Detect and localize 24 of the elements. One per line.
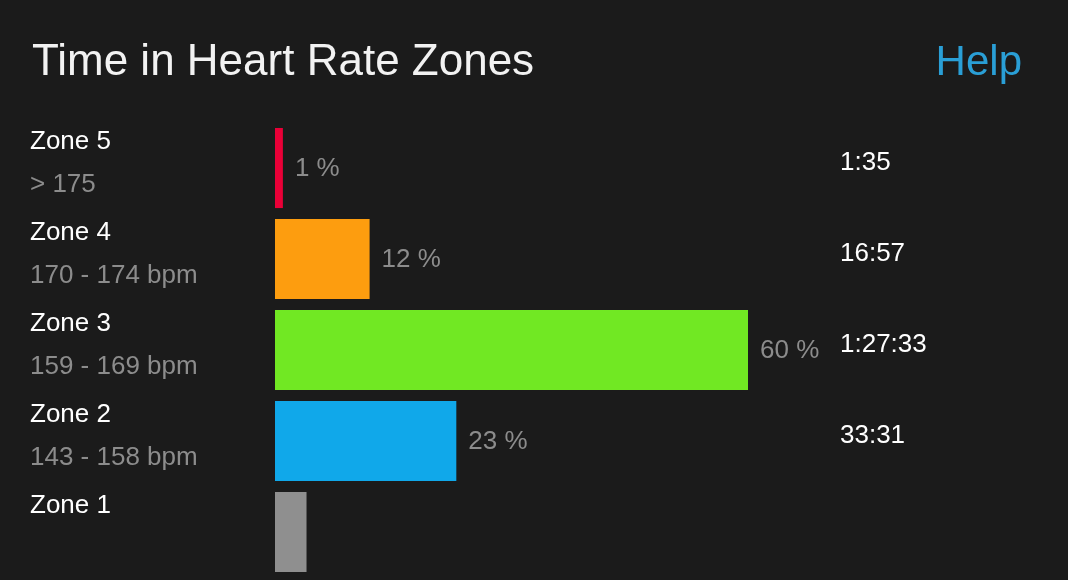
y-tick-label: Zone 4 [30,216,111,247]
y-tick-label: Zone 1 [30,488,111,519]
text: 159 - 169 bpm [30,350,198,380]
text: 33:31 [840,418,906,449]
text: 1:35 [840,146,891,177]
text: 143 - 158 bpm [30,440,198,471]
data-label: 12 % [381,243,441,274]
text: Help [935,37,1022,84]
data-label: 1 % [294,152,340,183]
text: 1:27:33 [840,328,927,358]
y-tick-label: Zone 3 [30,307,111,337]
bar [275,309,748,391]
chart-title: Time in Heart Rate Zones [32,35,535,84]
bar [275,491,307,572]
text: 170 - 174 bpm [30,259,198,290]
bar [275,128,283,209]
text: 16:57 [840,237,906,268]
y-tick-label: Zone 2 [30,397,111,428]
data-label: 60 % [760,334,820,364]
y-tick-label: Zone 5 [30,125,111,156]
bar [275,218,370,300]
text: > 175 [30,168,96,199]
data-label: 23 % [468,424,528,455]
bar [275,400,457,482]
